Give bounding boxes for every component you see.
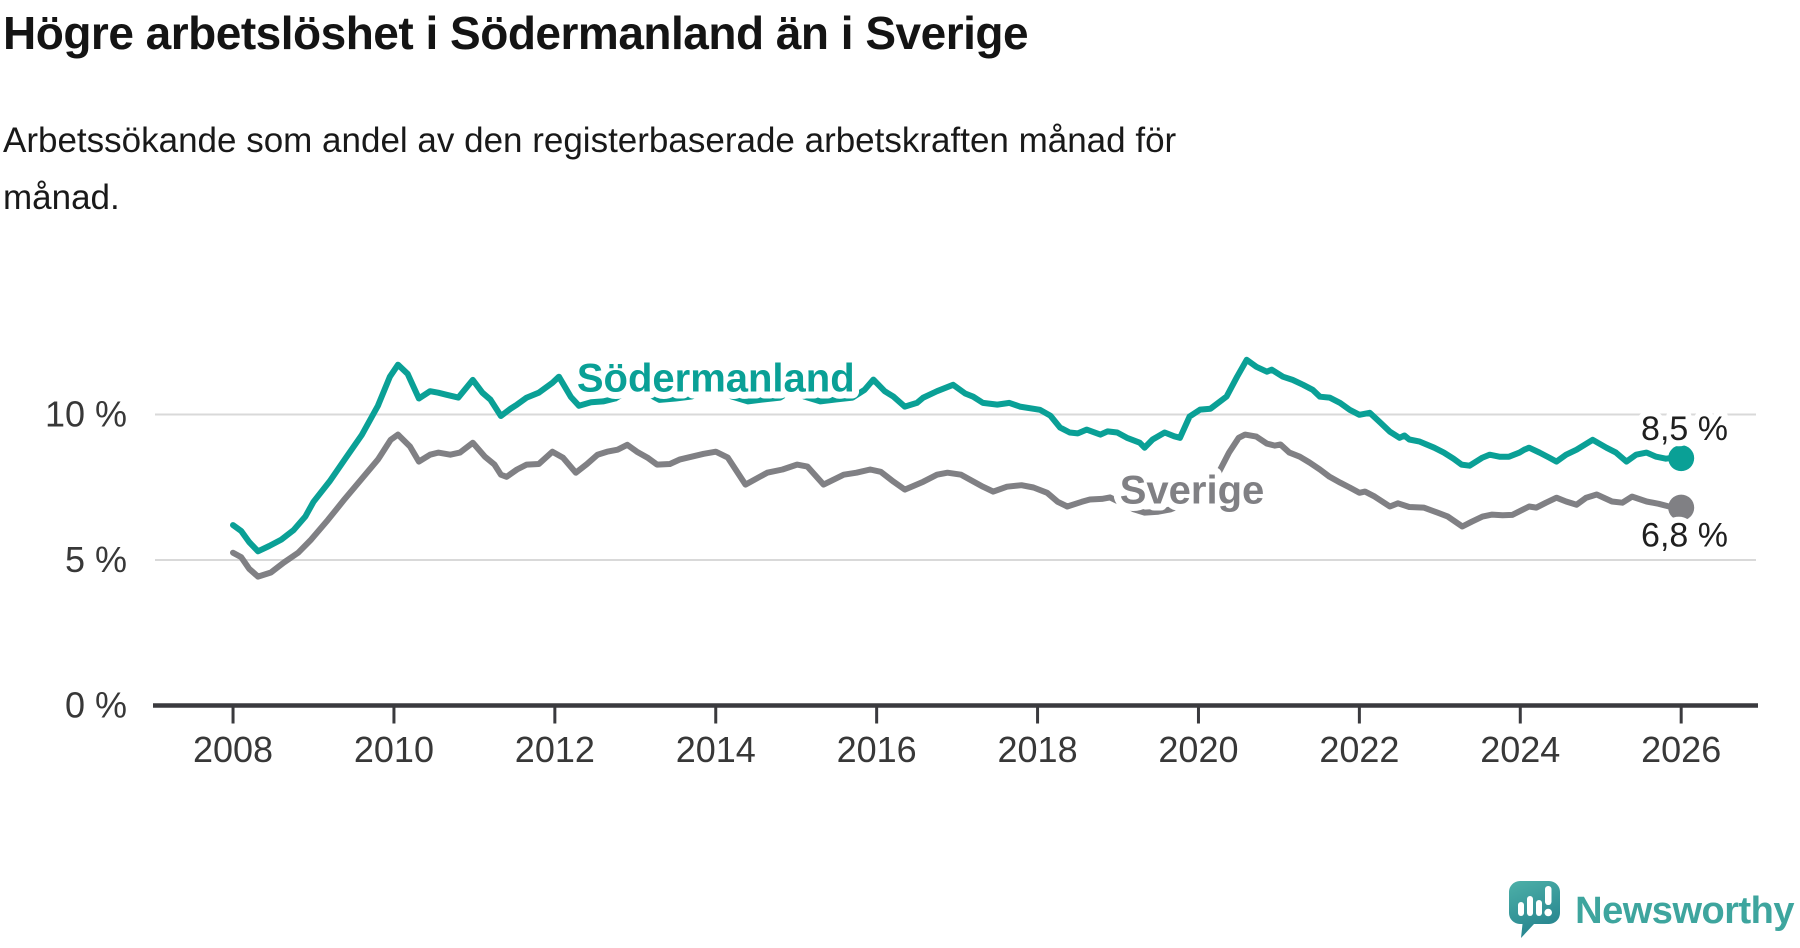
series-end-dot-södermanland (1668, 445, 1695, 472)
chart-subtitle-line-1: Arbetssökande som andel av den registerb… (3, 121, 1177, 160)
y-tick-label: 5 % (65, 539, 127, 580)
series-end-value-label-sverige: 6,8 % (1641, 517, 1728, 555)
x-tick-label: 2012 (515, 729, 595, 770)
x-tick-label: 2018 (998, 729, 1078, 770)
x-tick-label: 2026 (1641, 729, 1721, 770)
series-line-sverige (230, 431, 1685, 580)
logo-bar-2 (1527, 896, 1534, 916)
y-tick-label: 0 % (65, 685, 127, 726)
newsworthy-logo-icon (1509, 881, 1561, 938)
series-end-dot-sverige (1668, 494, 1695, 521)
logo-bar-1 (1518, 902, 1525, 916)
series-inline-label-södermanland: Södermanland (577, 357, 855, 401)
newsworthy-logo: Newsworthy (1508, 880, 1794, 942)
x-tick-label: 2008 (193, 729, 273, 770)
newsworthy-logo-text: Newsworthy (1575, 889, 1794, 932)
page-title: Högre arbetslöshet i Södermanland än i S… (3, 7, 1029, 59)
chart-subtitle-line-2: månad. (3, 178, 120, 218)
x-tick-label: 2016 (837, 729, 917, 770)
x-tick-label: 2010 (354, 729, 434, 770)
logo-exclamation-dot (1544, 908, 1553, 917)
x-tick-label: 2020 (1158, 729, 1238, 770)
series-line-södermanland (230, 356, 1685, 555)
series-end-value-label-södermanland: 8,5 % (1641, 410, 1728, 448)
logo-bar-3 (1536, 900, 1543, 916)
chart-subtitle: Arbetssökande som andel av den registerb… (3, 112, 1176, 227)
x-tick-label: 2022 (1319, 729, 1399, 770)
x-tick-label: 2024 (1480, 729, 1560, 770)
series-inline-label-sverige: Sverige (1120, 469, 1265, 513)
logo-exclamation-bar (1545, 886, 1552, 905)
x-tick-label: 2014 (676, 729, 756, 770)
y-tick-label: 10 % (45, 394, 127, 435)
